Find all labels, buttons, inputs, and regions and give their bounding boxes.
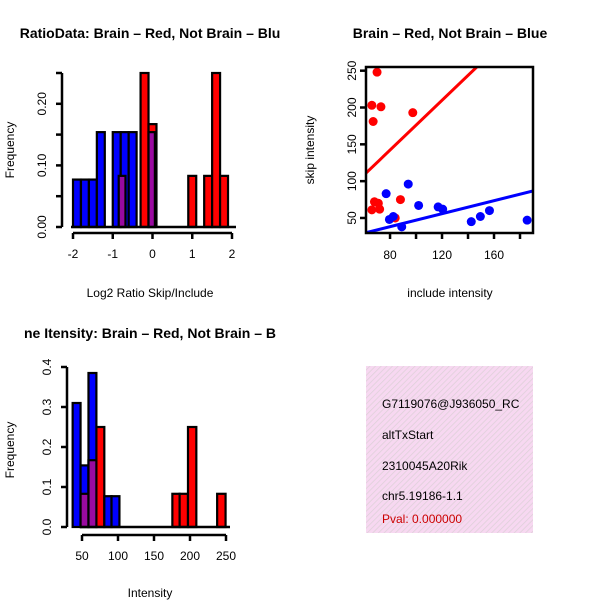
y-tick-label: 150 (345, 134, 359, 154)
x-tick-label: 1 (189, 247, 196, 261)
x-tick-label: 100 (108, 549, 128, 563)
chart-title: RatioData: Brain – Red, Not Brain – Blu (20, 25, 281, 41)
x-axis-label: Intensity (128, 586, 173, 600)
plot-area (366, 67, 533, 233)
red-histogram-bar (139, 71, 150, 229)
red-histogram-bar (218, 174, 230, 229)
y-tick-label: 200 (345, 97, 359, 117)
blue-data-point (438, 204, 448, 214)
blue-fit-line (366, 189, 533, 233)
blue-data-point (403, 179, 413, 189)
x-axis-label: include intensity (407, 286, 492, 300)
x-tick-label: -2 (68, 247, 79, 261)
purple-histogram-bar (87, 459, 98, 529)
x-tick-label: 150 (144, 549, 164, 563)
y-tick-label: 0.3 (40, 398, 54, 415)
blue-data-point (484, 206, 494, 216)
x-tick-label: 50 (75, 549, 89, 563)
intensity-scatter: Brain – Red, Not Brain – Blue include in… (303, 25, 548, 300)
red-histogram-bar (186, 425, 198, 529)
intensity-histogram: ne Itensity: Brain – Red, Not Brain – B … (3, 325, 276, 600)
red-fit-line (366, 67, 479, 175)
chart-title: ne Itensity: Brain – Red, Not Brain – B (24, 325, 276, 341)
x-tick-label: 80 (383, 248, 397, 262)
red-data-point (367, 205, 377, 215)
x-axis-label: Log2 Ratio Skip/Include (87, 286, 214, 300)
blue-histogram-bar (79, 178, 90, 229)
blue-data-point (475, 212, 485, 222)
purple-histogram-bar (147, 131, 156, 229)
y-tick-label: 0.10 (35, 153, 49, 177)
purple-histogram-bar (79, 492, 90, 529)
y-tick-label: 0.1 (40, 478, 54, 495)
info-panel-background (366, 366, 533, 533)
blue-histogram-bar (71, 401, 82, 529)
blue-data-point (522, 215, 532, 225)
red-data-point (367, 100, 377, 110)
red-histogram-bar (203, 174, 214, 229)
blue-histogram-bar (87, 178, 98, 229)
y-tick-label: 100 (345, 171, 359, 191)
blue-histogram-bar (127, 131, 138, 229)
red-data-point (376, 102, 386, 112)
plot-box (364, 65, 535, 235)
y-tick-label: 250 (345, 60, 359, 80)
blue-data-point (466, 217, 476, 227)
blue-histogram-bar (95, 131, 106, 229)
red-histogram-bar (95, 425, 106, 529)
x-tick-label: 250 (216, 549, 236, 563)
red-histogram-bar (187, 174, 198, 229)
x-tick-label: 200 (180, 549, 200, 563)
p-value: Pval: 0.000000 (382, 512, 462, 526)
red-data-point (408, 108, 418, 118)
transcript-id: chr5.19186-1.1 (382, 489, 463, 503)
y-tick-label: 0.4 (40, 358, 54, 375)
blue-data-point (388, 212, 398, 222)
blue-histogram-bar (110, 495, 121, 529)
y-tick-label: 0.2 (40, 438, 54, 455)
event-id: G7119076@J936050_RC (382, 397, 520, 411)
red-histogram-bar (178, 492, 190, 529)
y-tick-label: 0.0 (40, 518, 54, 535)
red-histogram-bar (211, 71, 222, 229)
red-data-point (368, 116, 378, 126)
red-data-point (372, 67, 382, 77)
red-data-point (395, 195, 405, 205)
blue-histogram-bar (71, 178, 83, 229)
info-panel: G7119076@J936050_RC altTxStart 2310045A2… (366, 366, 533, 533)
y-axis-label: skip intensity (303, 116, 317, 185)
red-data-point (375, 204, 385, 214)
blue-data-point (414, 200, 424, 210)
x-tick-label: 0 (149, 247, 156, 261)
y-axis-label: Frequency (3, 422, 17, 479)
ratio-histogram: RatioData: Brain – Red, Not Brain – Blu … (3, 25, 280, 300)
red-histogram-bar (216, 492, 227, 529)
blue-data-point (381, 189, 391, 199)
y-tick-label: 50 (345, 211, 359, 225)
y-axis-label: Frequency (3, 122, 17, 179)
x-tick-label: 160 (484, 248, 504, 262)
event-type: altTxStart (382, 428, 434, 442)
y-tick-label: 0.00 (35, 215, 49, 239)
x-tick-label: 120 (432, 248, 452, 262)
gene-name: 2310045A20Rik (382, 459, 468, 473)
chart-title: Brain – Red, Not Brain – Blue (353, 25, 548, 41)
y-tick-label: 0.20 (35, 92, 49, 116)
x-tick-label: -1 (107, 247, 118, 261)
x-tick-label: 2 (229, 247, 236, 261)
purple-histogram-bar (117, 174, 127, 229)
